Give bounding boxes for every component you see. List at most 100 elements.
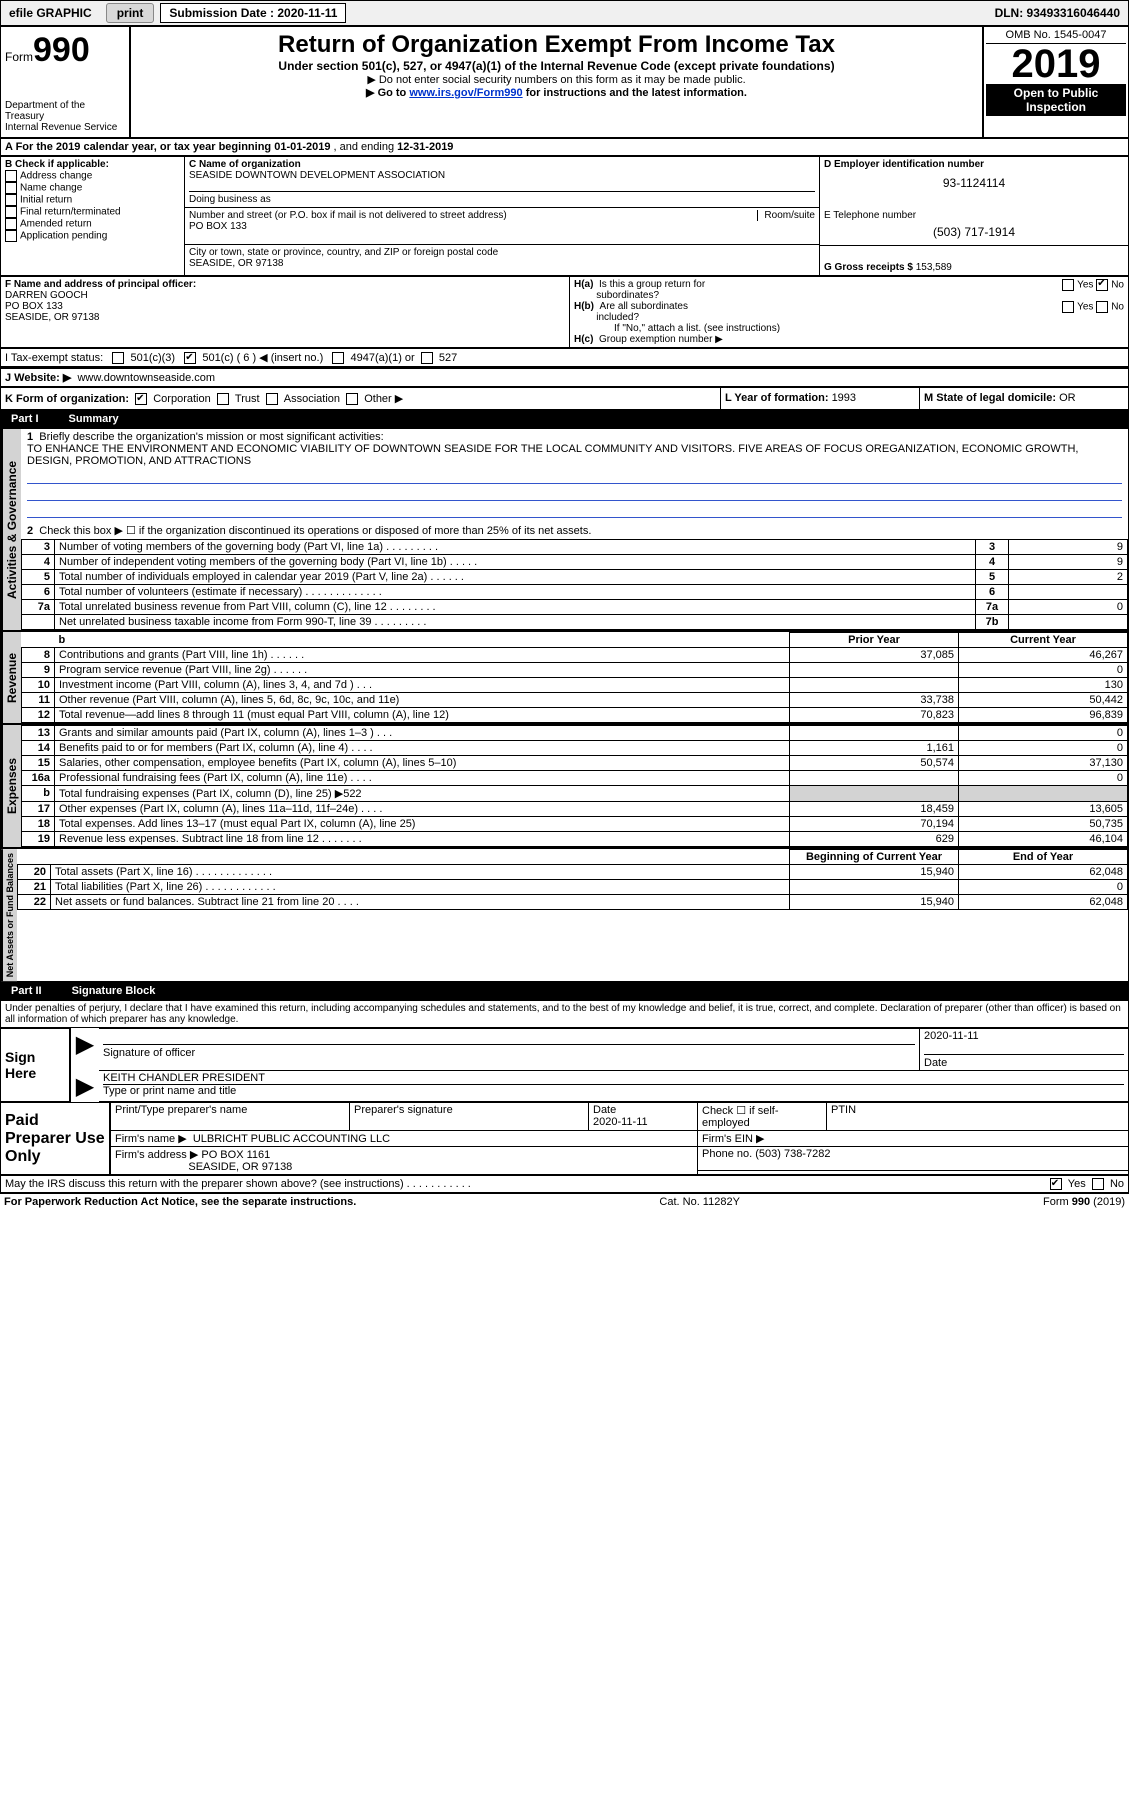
checkbox-address-change[interactable] [5,170,17,182]
prep-date-value: 2020-11-11 [593,1116,648,1128]
section-d-e: D Employer identification number 93-1124… [820,157,1128,208]
current-value: 0 [959,663,1128,678]
table-row: b Total fundraising expenses (Part IX, c… [22,786,1128,802]
discuss-yes: Yes [1068,1178,1086,1190]
line-value: 2 [1009,570,1128,585]
submission-date-label: Submission Date : 2020-11-11 [160,3,346,23]
section-c-street: Number and street (or P.O. box if mail i… [185,208,820,245]
tax-year: 2019 [986,44,1126,84]
footer-pra: For Paperwork Reduction Act Notice, see … [4,1196,356,1208]
prior-value: 15,940 [790,865,959,880]
section-c-name: C Name of organization SEASIDE DOWNTOWN … [185,157,820,208]
firm-phone-value: (503) 738-7282 [755,1148,830,1160]
line-text: Other expenses (Part IX, column (A), lin… [55,802,790,817]
line-number: 11 [22,693,55,708]
efile-graphic-label: efile GRAPHIC [1,4,100,22]
phone-label: E Telephone number [824,210,1124,221]
current-value: 0 [959,771,1128,786]
form-title: Return of Organization Exempt From Incom… [139,31,974,59]
prior-value [790,771,959,786]
trust-label: Trust [235,393,260,405]
line-text: Net assets or fund balances. Subtract li… [51,895,790,910]
assoc-label: Association [284,393,340,405]
checkbox-discuss-yes[interactable] [1050,1178,1062,1190]
line-text: Total number of volunteers (estimate if … [55,585,976,600]
section-l: L Year of formation: 1993 [721,388,920,409]
box-number: 4 [976,555,1009,570]
checkbox-501c3[interactable] [112,352,124,364]
l-value: 1993 [832,392,856,404]
line-text: Other revenue (Part VIII, column (A), li… [55,693,790,708]
table-row: 16a Professional fundraising fees (Part … [22,771,1128,786]
prior-value: 70,823 [790,708,959,723]
checkbox-4947a1[interactable] [332,352,344,364]
ha-no: No [1111,280,1124,291]
line-text: Number of voting members of the governin… [55,540,976,555]
part2-header: Part II Signature Block [0,982,1129,1000]
current-value: 0 [959,741,1128,756]
line-text: Salaries, other compensation, employee b… [55,756,790,771]
checkbox-corp[interactable] [135,393,147,405]
sign-here-label: Sign Here [1,1029,71,1102]
checkbox-discuss-no[interactable] [1092,1178,1104,1190]
tax-year-begin: 01-01-2019 [274,141,330,153]
checkbox-name-change[interactable] [5,182,17,194]
prior-value: 1,161 [790,741,959,756]
city-value: SEASIDE, OR 97138 [189,258,815,269]
prior-value [790,786,959,802]
table-header-row: Beginning of Current Year End of Year [18,850,1128,865]
line-text: Total assets (Part X, line 16) . . . . .… [51,865,790,880]
line-number: 14 [22,741,55,756]
checkbox-amended-return[interactable] [5,218,17,230]
checkbox-ha-no[interactable] [1096,279,1108,291]
box-number: 7b [976,615,1009,630]
line-number: 6 [22,585,55,600]
open-public-1: Open to Public [988,86,1124,100]
officer-name-label: Type or print name and title [103,1085,236,1097]
irs-label: Internal Revenue Service [5,122,125,133]
table-row: 15 Salaries, other compensation, employe… [22,756,1128,771]
note2-post: for instructions and the latest informat… [523,87,747,99]
website-url: www.downtownseaside.com [77,372,215,384]
checkbox-trust[interactable] [217,393,229,405]
tab-activities: Activities & Governance [1,429,21,630]
app-pending-label: Application pending [20,231,107,242]
checkbox-501c-other[interactable] [184,352,196,364]
irs-link[interactable]: www.irs.gov/Form990 [409,87,522,99]
prep-sig-label: Preparer's signature [350,1103,589,1131]
print-button[interactable]: print [106,3,155,23]
form-subtitle: Under section 501(c), 527, or 4947(a)(1)… [139,59,974,73]
part2-title: Signature Block [72,985,156,997]
form-header-right: OMB No. 1545-0047 2019 Open to Public In… [984,27,1128,137]
part1-num: Part I [11,413,49,425]
checkbox-initial-return[interactable] [5,194,17,206]
checkbox-hb-yes[interactable] [1062,301,1074,313]
ein-value: 93-1124114 [824,170,1124,196]
hb-note: If "No," attach a list. (see instruction… [574,323,1124,334]
checkbox-other[interactable] [346,393,358,405]
footer-cat: Cat. No. 11282Y [659,1196,740,1208]
c-name-label: C Name of organization [189,159,301,170]
501c3-label: 501(c)(3) [130,352,175,364]
paid-preparer-block: Paid Preparer Use Only Print/Type prepar… [0,1102,1129,1175]
checkbox-hb-no[interactable] [1096,301,1108,313]
checkbox-527[interactable] [421,352,433,364]
footer-form: Form 990 (2019) [1043,1196,1125,1208]
bcde-row: B Check if applicable: Address change Na… [0,156,1129,276]
line-text: Contributions and grants (Part VIII, lin… [55,648,790,663]
line-value [1009,615,1128,630]
checkbox-app-pending[interactable] [5,230,17,242]
table-row: 18 Total expenses. Add lines 13–17 (must… [22,817,1128,832]
checkbox-final-return[interactable] [5,206,17,218]
efile-topbar: efile GRAPHIC print Submission Date : 20… [0,0,1129,26]
street-label: Number and street (or P.O. box if mail i… [189,210,507,221]
city-label: City or town, state or province, country… [189,247,815,258]
checkbox-assoc[interactable] [266,393,278,405]
section-b: B Check if applicable: Address change Na… [1,157,185,275]
section-k: K Form of organization: Corporation Trus… [1,388,721,409]
officer-street: PO BOX 133 [5,301,565,312]
line-value: 9 [1009,555,1128,570]
corp-label: Corporation [153,393,210,405]
checkbox-ha-yes[interactable] [1062,279,1074,291]
form-header-row: Form990 Department of the Treasury Inter… [0,26,1129,138]
